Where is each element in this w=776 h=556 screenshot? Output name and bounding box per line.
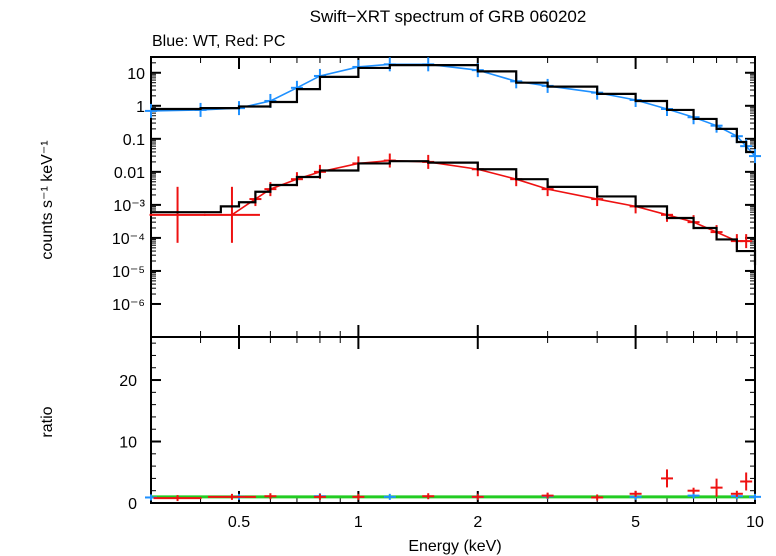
x-tick-label: 1: [354, 514, 363, 531]
spectrum-frame: [150, 56, 756, 338]
y-tick-label: 10⁻⁶: [112, 297, 145, 314]
ratio-y-tick-label: 20: [119, 373, 137, 390]
y-tick-label: 10⁻⁴: [112, 231, 145, 248]
chart-subtitle: Blue: WT, Red: PC: [152, 33, 285, 50]
y-tick-label: 10⁻³: [113, 198, 145, 215]
x-tick-label: 5: [631, 514, 640, 531]
bottom-ylabel: ratio: [39, 406, 56, 437]
y-tick-label: 10⁻⁵: [112, 264, 145, 281]
bottom-xlabel: Energy (keV): [408, 538, 501, 555]
top-ylabel: counts s⁻¹ keV⁻¹: [39, 140, 56, 259]
x-tick-label: 10: [746, 514, 764, 531]
chart-title: Swift−XRT spectrum of GRB 060202: [310, 7, 587, 26]
ratio-y-tick-label: 10: [119, 435, 137, 452]
data-trace: [177, 159, 747, 242]
model-line: [151, 160, 757, 266]
ratio-frame: [150, 336, 756, 504]
data-trace: [150, 63, 756, 157]
y-tick-label: 0.1: [123, 132, 145, 149]
model-line: [151, 64, 755, 154]
y-tick-label: 0.01: [114, 165, 145, 182]
y-tick-label: 10: [127, 66, 145, 83]
x-tick-label: 2: [473, 514, 482, 531]
ratio-panel: 0.5 1 2 5 10 0 10 20: [119, 336, 764, 531]
y-tick-label: 1: [136, 99, 145, 116]
spectrum-panel: 10 1 0.1 0.01 10⁻³ 10⁻⁴ 10⁻⁵ 10⁻⁶: [112, 56, 761, 338]
ratio-y-tick-label: 0: [128, 496, 137, 513]
x-tick-label: 0.5: [228, 514, 250, 531]
